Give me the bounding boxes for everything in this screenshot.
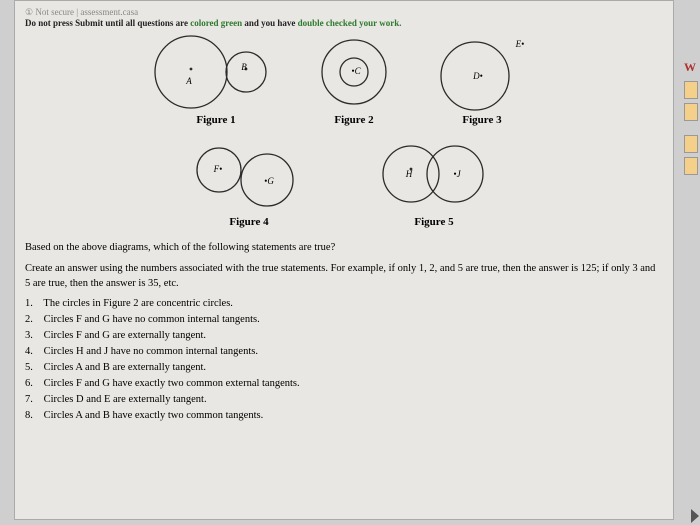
- warn-part-b: colored green: [190, 18, 242, 28]
- side-tab-1[interactable]: [684, 81, 698, 99]
- submit-warning: Do not press Submit until all questions …: [25, 18, 401, 28]
- not-secure-label: ① Not secure | assessment.casa: [25, 7, 138, 17]
- figure-3-svg: D• E•: [427, 32, 537, 112]
- top-bar: ① Not secure | assessment.casa Do not pr…: [25, 7, 663, 28]
- figure-1-label: Figure 1: [151, 114, 281, 126]
- statements-list: 1. The circles in Figure 2 are concentri…: [25, 298, 663, 421]
- figure-5-svg: H •J: [369, 134, 499, 214]
- svg-text:A: A: [185, 76, 192, 86]
- scroll-right-arrow-icon[interactable]: [691, 509, 699, 523]
- figure-2-svg: •C: [309, 32, 399, 112]
- side-tab-4[interactable]: [684, 157, 698, 175]
- question-instruct: Create an answer using the numbers assoc…: [25, 261, 663, 291]
- statement-text: Circles F and G have exactly two common …: [41, 378, 300, 389]
- statement-text: Circles A and B are externally tangent.: [41, 362, 206, 373]
- side-tab-3[interactable]: [684, 135, 698, 153]
- svg-text:E•: E•: [515, 39, 525, 49]
- warn-part-d: double checked your work.: [298, 18, 402, 28]
- statement-item: 2. Circles F and G have no common intern…: [25, 314, 663, 325]
- statement-item: 1. The circles in Figure 2 are concentri…: [25, 298, 663, 309]
- statement-item: 7. Circles D and E are externally tangen…: [25, 394, 663, 405]
- svg-text:•J: •J: [453, 169, 461, 179]
- statement-number: 4.: [25, 346, 41, 357]
- statement-text: The circles in Figure 2 are concentric c…: [41, 298, 233, 309]
- svg-text:F•: F•: [213, 164, 223, 174]
- side-w: W: [684, 60, 700, 75]
- svg-text:H: H: [405, 169, 413, 179]
- figures-row-1: AB Figure 1 •C Figure 2 D•E• Figure 3: [25, 32, 663, 126]
- question-block: Based on the above diagrams, which of th…: [25, 240, 663, 292]
- statement-number: 3.: [25, 330, 41, 341]
- statement-number: 8.: [25, 410, 41, 421]
- warn-part-a: Do not press Submit until all questions …: [25, 18, 190, 28]
- svg-text:•C: •C: [351, 66, 361, 76]
- statement-number: 6.: [25, 378, 41, 389]
- figure-1: AB Figure 1: [151, 32, 281, 126]
- side-tab-2[interactable]: [684, 103, 698, 121]
- figure-4-svg: F• •G: [189, 134, 309, 214]
- statement-number: 7.: [25, 394, 41, 405]
- svg-text:B: B: [241, 62, 247, 72]
- right-sidebar: W: [684, 60, 700, 180]
- figure-4: F• •G Figure 4: [189, 134, 309, 228]
- statement-number: 2.: [25, 314, 41, 325]
- statement-item: 6. Circles F and G have exactly two comm…: [25, 378, 663, 389]
- warn-part-c: and you have: [242, 18, 298, 28]
- figure-4-label: Figure 4: [189, 216, 309, 228]
- question-prompt: Based on the above diagrams, which of th…: [25, 240, 663, 255]
- statement-item: 8. Circles A and B have exactly two comm…: [25, 410, 663, 421]
- svg-text:•G: •G: [264, 176, 274, 186]
- statement-text: Circles F and G have no common internal …: [41, 314, 260, 325]
- figure-5-label: Figure 5: [369, 216, 499, 228]
- statement-item: 3. Circles F and G are externally tangen…: [25, 330, 663, 341]
- statement-number: 5.: [25, 362, 41, 373]
- figure-3-label: Figure 3: [427, 114, 537, 126]
- statement-item: 4. Circles H and J have no common intern…: [25, 346, 663, 357]
- worksheet-page: ① Not secure | assessment.casa Do not pr…: [14, 0, 674, 520]
- figures-row-2: F• •G Figure 4 H •J Figure 5: [25, 134, 663, 228]
- figure-5: H •J Figure 5: [369, 134, 499, 228]
- statement-item: 5. Circles A and B are externally tangen…: [25, 362, 663, 373]
- figure-2: •C Figure 2: [309, 32, 399, 126]
- figure-1-svg: AB: [151, 32, 281, 112]
- figure-2-label: Figure 2: [309, 114, 399, 126]
- statement-number: 1.: [25, 298, 41, 309]
- statement-text: Circles A and B have exactly two common …: [41, 410, 263, 421]
- statement-text: Circles H and J have no common internal …: [41, 346, 258, 357]
- svg-text:D•: D•: [472, 71, 483, 81]
- statement-text: Circles D and E are externally tangent.: [41, 394, 207, 405]
- statement-text: Circles F and G are externally tangent.: [41, 330, 206, 341]
- figure-3: D• E• Figure 3: [427, 32, 537, 126]
